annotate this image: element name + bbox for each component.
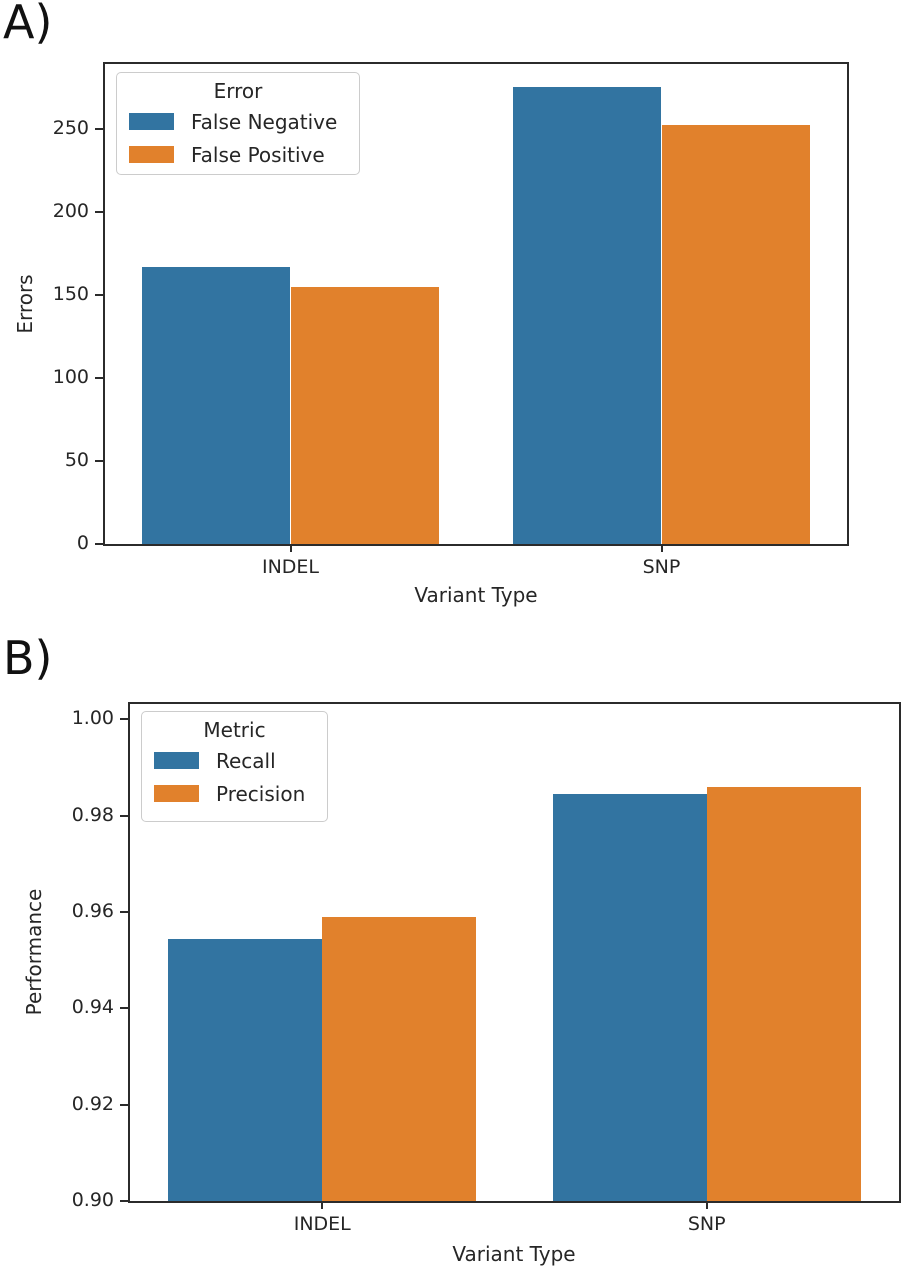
x-tick-mark	[705, 1201, 708, 1209]
y-tick-label: 0.90	[71, 1189, 114, 1211]
y-tick-label: 50	[64, 448, 89, 471]
panel-a-label: A)	[3, 0, 53, 49]
panel-b-legend: Metric Recall Precision	[141, 711, 328, 822]
panel-a-legend: Error False Negative False Positive	[116, 72, 360, 175]
y-tick-label: 250	[52, 116, 89, 139]
y-tick-mark	[120, 911, 128, 914]
panel-b-label: B)	[3, 631, 53, 685]
y-tick-label: 100	[52, 365, 89, 388]
bar-false-negative-snp	[513, 87, 662, 544]
recall-swatch-icon	[154, 752, 199, 769]
bar-recall-indel	[168, 938, 323, 1201]
x-tick-label: INDEL	[293, 1213, 351, 1235]
y-tick-label: 0.98	[71, 803, 114, 826]
bar-false-positive-snp	[661, 125, 810, 544]
legend-title: Metric	[203, 718, 266, 742]
x-tick-mark	[660, 544, 663, 552]
x-tick-mark	[321, 1201, 324, 1209]
y-tick-label: 200	[52, 199, 89, 222]
precision-swatch-icon	[154, 785, 199, 802]
y-tick-mark	[95, 459, 103, 462]
legend-entry-label: False Positive	[191, 142, 325, 167]
false-negative-swatch-icon	[129, 113, 174, 130]
bar-false-positive-indel	[290, 286, 439, 544]
legend-entry-label: Recall	[216, 748, 276, 773]
panel-b-plot-area: Metric Recall Precision 0.90 0.92 0.94 0.96…	[72, 702, 901, 1235]
legend-entry: False Positive	[129, 138, 347, 171]
bar-precision-indel	[322, 916, 477, 1201]
y-tick-label: 1.00	[71, 707, 114, 730]
y-tick-mark	[120, 718, 128, 721]
y-tick-mark	[95, 293, 103, 296]
y-tick-label: 0.96	[71, 900, 114, 923]
panel-a-plot-area: Error False Negative False Positive 0 50 1…	[53, 62, 849, 578]
x-tick-label: INDEL	[261, 556, 320, 578]
legend-entry-label: Precision	[216, 781, 306, 806]
legend-entry: False Negative	[129, 105, 347, 138]
legend-entry: Recall	[154, 744, 315, 777]
y-tick-mark	[95, 543, 103, 545]
y-tick-mark	[95, 127, 103, 130]
bar-false-negative-indel	[142, 266, 291, 544]
legend-entry-label: False Negative	[191, 109, 338, 134]
y-tick-mark	[95, 210, 103, 213]
false-positive-swatch-icon	[129, 146, 174, 163]
y-tick-mark	[95, 376, 103, 379]
y-tick-mark	[120, 1103, 128, 1106]
bar-recall-snp	[552, 794, 707, 1201]
y-tick-mark	[120, 1007, 128, 1010]
y-tick-label: 150	[52, 282, 89, 305]
legend-entry: Precision	[154, 777, 315, 810]
y-tick-label: 0.94	[71, 996, 114, 1019]
panel-a-x-axis-label: Variant Type	[414, 583, 538, 607]
y-tick-mark	[120, 1200, 128, 1202]
y-tick-label: 0.92	[71, 1092, 114, 1115]
y-tick-label: 0	[76, 532, 89, 554]
panel-b-x-axis-label: Variant Type	[452, 1242, 576, 1266]
bar-precision-snp	[706, 786, 861, 1201]
x-tick-label: SNP	[642, 556, 681, 578]
legend-title: Error	[213, 79, 263, 103]
x-tick-label: SNP	[687, 1213, 726, 1235]
panel-b-y-axis-label: Performance	[22, 888, 46, 1016]
x-tick-mark	[289, 544, 292, 552]
y-tick-mark	[120, 814, 128, 817]
panel-a-y-axis-label: Errors	[13, 274, 37, 334]
